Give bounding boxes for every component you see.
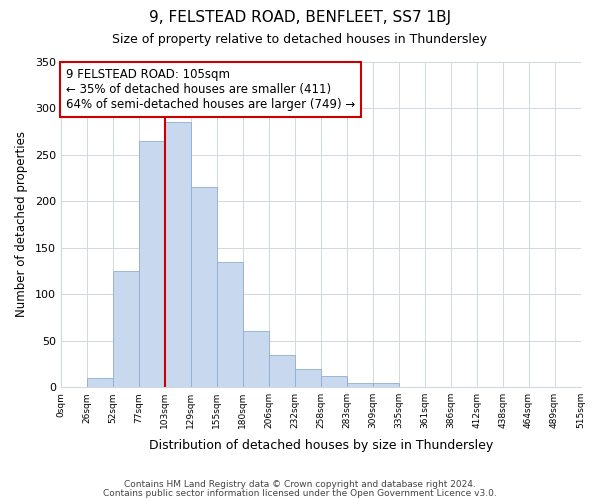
Text: Contains public sector information licensed under the Open Government Licence v3: Contains public sector information licen… [103, 489, 497, 498]
Text: Size of property relative to detached houses in Thundersley: Size of property relative to detached ho… [113, 32, 487, 46]
Bar [217, 262, 243, 387]
Y-axis label: Number of detached properties: Number of detached properties [15, 132, 28, 318]
Text: 9 FELSTEAD ROAD: 105sqm
← 35% of detached houses are smaller (411)
64% of semi-d: 9 FELSTEAD ROAD: 105sqm ← 35% of detache… [66, 68, 355, 111]
Text: Contains HM Land Registry data © Crown copyright and database right 2024.: Contains HM Land Registry data © Crown c… [124, 480, 476, 489]
Bar [269, 354, 295, 387]
Bar [243, 332, 269, 387]
X-axis label: Distribution of detached houses by size in Thundersley: Distribution of detached houses by size … [149, 440, 493, 452]
Bar [113, 271, 139, 387]
Bar [191, 187, 217, 387]
Bar [321, 376, 347, 387]
Bar [347, 382, 373, 387]
Bar [373, 382, 398, 387]
Bar [165, 122, 191, 387]
Bar [87, 378, 113, 387]
Bar [139, 140, 165, 387]
Text: 9, FELSTEAD ROAD, BENFLEET, SS7 1BJ: 9, FELSTEAD ROAD, BENFLEET, SS7 1BJ [149, 10, 451, 25]
Bar [295, 368, 321, 387]
